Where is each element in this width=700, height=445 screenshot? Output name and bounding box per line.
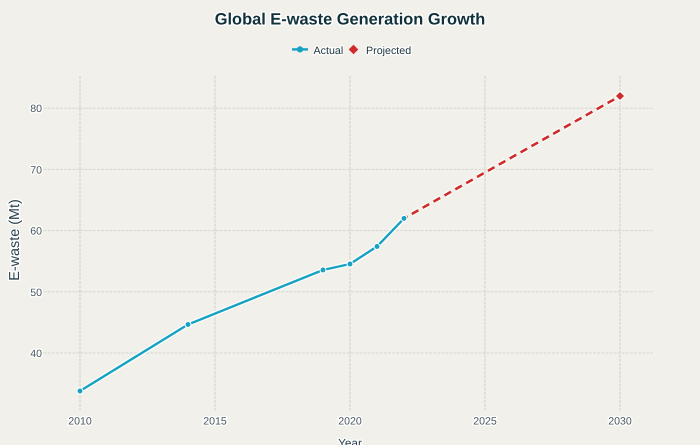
svg-text:E-waste (Mt): E-waste (Mt) <box>7 199 23 281</box>
svg-text:80: 80 <box>30 103 42 115</box>
svg-text:40: 40 <box>30 348 42 360</box>
svg-text:2030: 2030 <box>608 415 632 427</box>
svg-text:60: 60 <box>30 226 42 238</box>
svg-text:50: 50 <box>30 287 42 299</box>
svg-text:Actual: Actual <box>314 45 344 57</box>
svg-text:2020: 2020 <box>338 415 362 427</box>
svg-text:Projected: Projected <box>366 45 411 57</box>
svg-text:Global E-waste Generation Grow: Global E-waste Generation Growth <box>215 11 486 29</box>
svg-text:2025: 2025 <box>473 415 497 427</box>
svg-text:70: 70 <box>30 164 42 176</box>
svg-text:Year: Year <box>338 436 362 445</box>
svg-text:2010: 2010 <box>68 415 92 427</box>
svg-text:2015: 2015 <box>203 415 227 427</box>
